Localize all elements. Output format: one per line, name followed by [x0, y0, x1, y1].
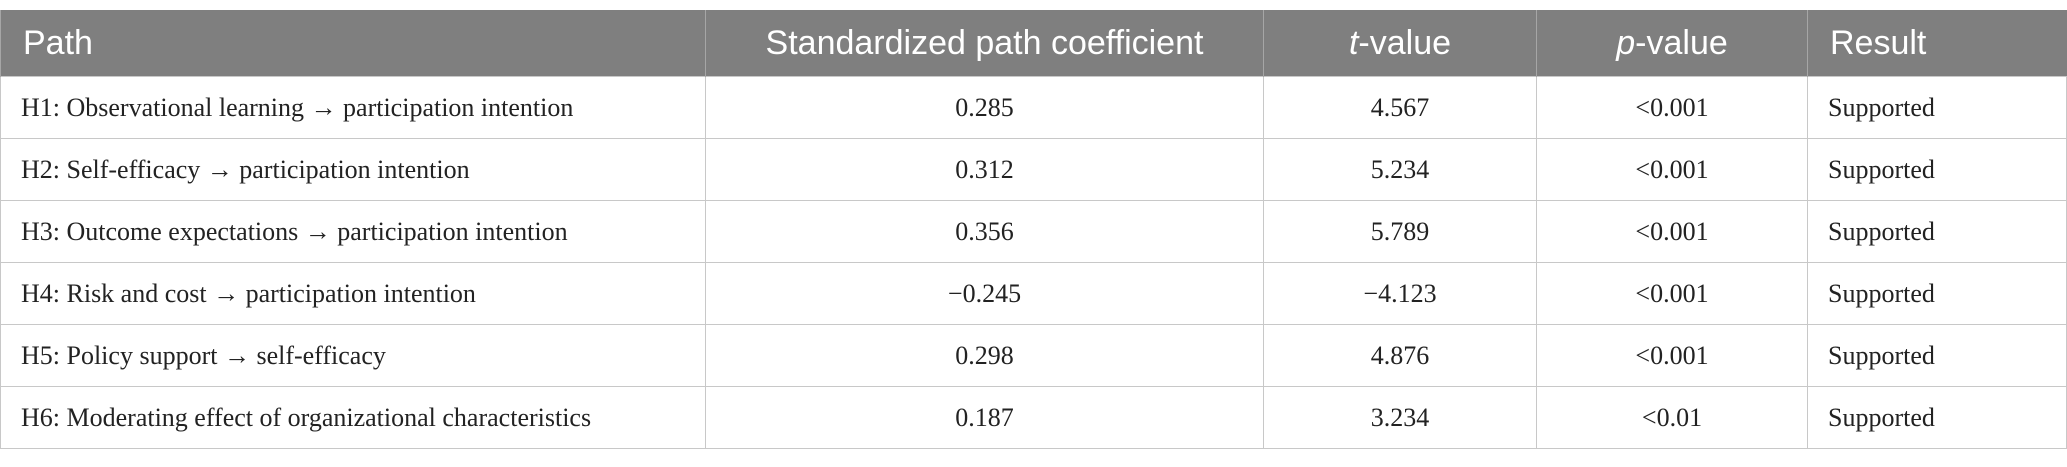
- table-cell: <0.001: [1536, 138, 1808, 201]
- table-cell: 0.298: [705, 324, 1264, 387]
- table-cell: H3: Outcome expectations → participation…: [0, 200, 706, 263]
- table-cell: <0.001: [1536, 262, 1808, 325]
- table-cell: 5.234: [1263, 138, 1537, 201]
- table-cell: Supported: [1807, 386, 2067, 449]
- table-row: H6: Moderating effect of organizational …: [0, 386, 2067, 449]
- table-cell: H5: Policy support → self-efficacy: [0, 324, 706, 387]
- table-cell: −4.123: [1263, 262, 1537, 325]
- table-row: H2: Self-efficacy → participation intent…: [0, 138, 2067, 201]
- table-cell: Supported: [1807, 76, 2067, 139]
- table-cell: 4.567: [1263, 76, 1537, 139]
- table-cell: <0.01: [1536, 386, 1808, 449]
- table-header: Path Standardized path coefficient t-value…: [0, 10, 2067, 77]
- table-cell: H1: Observational learning → participati…: [0, 76, 706, 139]
- table-cell: 0.285: [705, 76, 1264, 139]
- results-table: Path Standardized path coefficient t-value…: [0, 10, 2067, 449]
- header-row: Path Standardized path coefficient t-value…: [0, 10, 2067, 77]
- table-row: H5: Policy support → self-efficacy 0.298 4…: [0, 324, 2067, 387]
- table-cell: <0.001: [1536, 200, 1808, 263]
- table-cell: −0.245: [705, 262, 1264, 325]
- table-cell: 5.789: [1263, 200, 1537, 263]
- table-row: H1: Observational learning → participati…: [0, 76, 2067, 139]
- table-cell: <0.001: [1536, 324, 1808, 387]
- header-cell: Standardized path coefficient: [705, 10, 1264, 77]
- table-cell: Supported: [1807, 324, 2067, 387]
- table-cell: 3.234: [1263, 386, 1537, 449]
- table-cell: H2: Self-efficacy → participation intent…: [0, 138, 706, 201]
- header-cell: Path: [0, 10, 706, 77]
- table-cell: 0.312: [705, 138, 1264, 201]
- header-cell: p-value: [1536, 10, 1808, 77]
- table-cell: Supported: [1807, 200, 2067, 263]
- header-italic: p: [1616, 23, 1636, 62]
- table-cell: 0.356: [705, 200, 1264, 263]
- table-row: H4: Risk and cost → participation intent…: [0, 262, 2067, 325]
- table-cell: H6: Moderating effect of organizational …: [0, 386, 706, 449]
- table-cell: 4.876: [1263, 324, 1537, 387]
- table-cell: H4: Risk and cost → participation intent…: [0, 262, 706, 325]
- table-cell: Supported: [1807, 138, 2067, 201]
- header-italic: t: [1348, 23, 1359, 62]
- table-row: H3: Outcome expectations → participation…: [0, 200, 2067, 263]
- table-cell: 0.187: [705, 386, 1264, 449]
- header-text: -value: [1635, 23, 1728, 62]
- header-cell: t-value: [1263, 10, 1537, 77]
- table-cell: <0.001: [1536, 76, 1808, 139]
- header-cell: Result: [1807, 10, 2067, 77]
- table-body: H1: Observational learning → participati…: [0, 76, 2067, 449]
- header-text: -value: [1358, 23, 1452, 62]
- table-cell: Supported: [1807, 262, 2067, 325]
